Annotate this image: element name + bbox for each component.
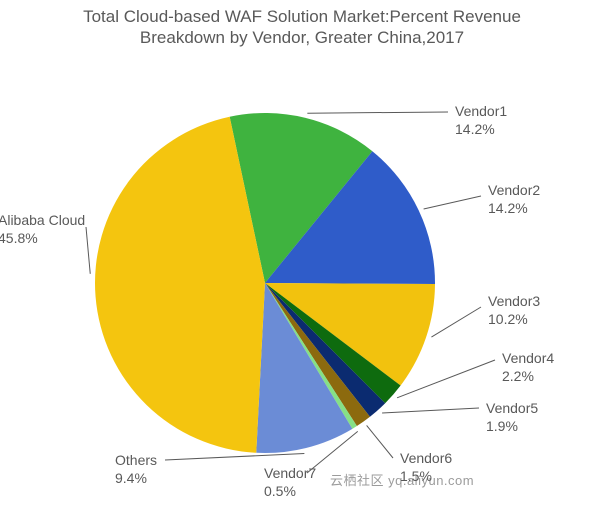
leader-line <box>382 408 479 413</box>
slice-label-value: 10.2% <box>488 311 540 329</box>
leader-line <box>424 196 481 209</box>
slice-label-name: Vendor2 <box>488 182 540 200</box>
slice-label-vendor2: Vendor214.2% <box>488 182 540 217</box>
slice-label-value: 14.2% <box>455 121 507 139</box>
slice-label-name: Others <box>115 452 157 470</box>
pie-chart-container: Total Cloud-based WAF Solution Market:Pe… <box>0 0 604 511</box>
slice-label-name: Vendor3 <box>488 293 540 311</box>
slice-label-vendor5: Vendor51.9% <box>486 400 538 435</box>
slice-label-name: Alibaba Cloud <box>0 212 85 230</box>
slice-label-name: Vendor6 <box>400 450 452 468</box>
leader-line <box>307 112 448 113</box>
leader-line <box>165 454 304 460</box>
leader-line <box>431 307 481 337</box>
slice-label-vendor7: Vendor70.5% <box>264 465 316 500</box>
leader-line <box>86 227 90 274</box>
slice-label-value: 1.9% <box>486 418 538 436</box>
slice-label-alibaba-cloud: Alibaba Cloud45.8% <box>0 212 85 247</box>
slice-label-value: 9.4% <box>115 470 157 488</box>
slice-label-vendor1: Vendor114.2% <box>455 103 507 138</box>
slice-label-name: Vendor1 <box>455 103 507 121</box>
slice-label-vendor3: Vendor310.2% <box>488 293 540 328</box>
slice-label-name: Vendor4 <box>502 350 554 368</box>
slice-label-value: 2.2% <box>502 368 554 386</box>
slice-label-value: 45.8% <box>0 230 85 248</box>
slice-label-vendor4: Vendor42.2% <box>502 350 554 385</box>
watermark-text: 云栖社区 yq.aliyun.com <box>330 470 474 489</box>
slice-label-value: 14.2% <box>488 200 540 218</box>
slice-label-name: Vendor5 <box>486 400 538 418</box>
slice-label-value: 0.5% <box>264 483 316 501</box>
slice-label-name: Vendor7 <box>264 465 316 483</box>
leader-line <box>367 425 393 458</box>
pie-slice-alibaba-cloud <box>95 117 265 453</box>
slice-label-others: Others9.4% <box>115 452 157 487</box>
